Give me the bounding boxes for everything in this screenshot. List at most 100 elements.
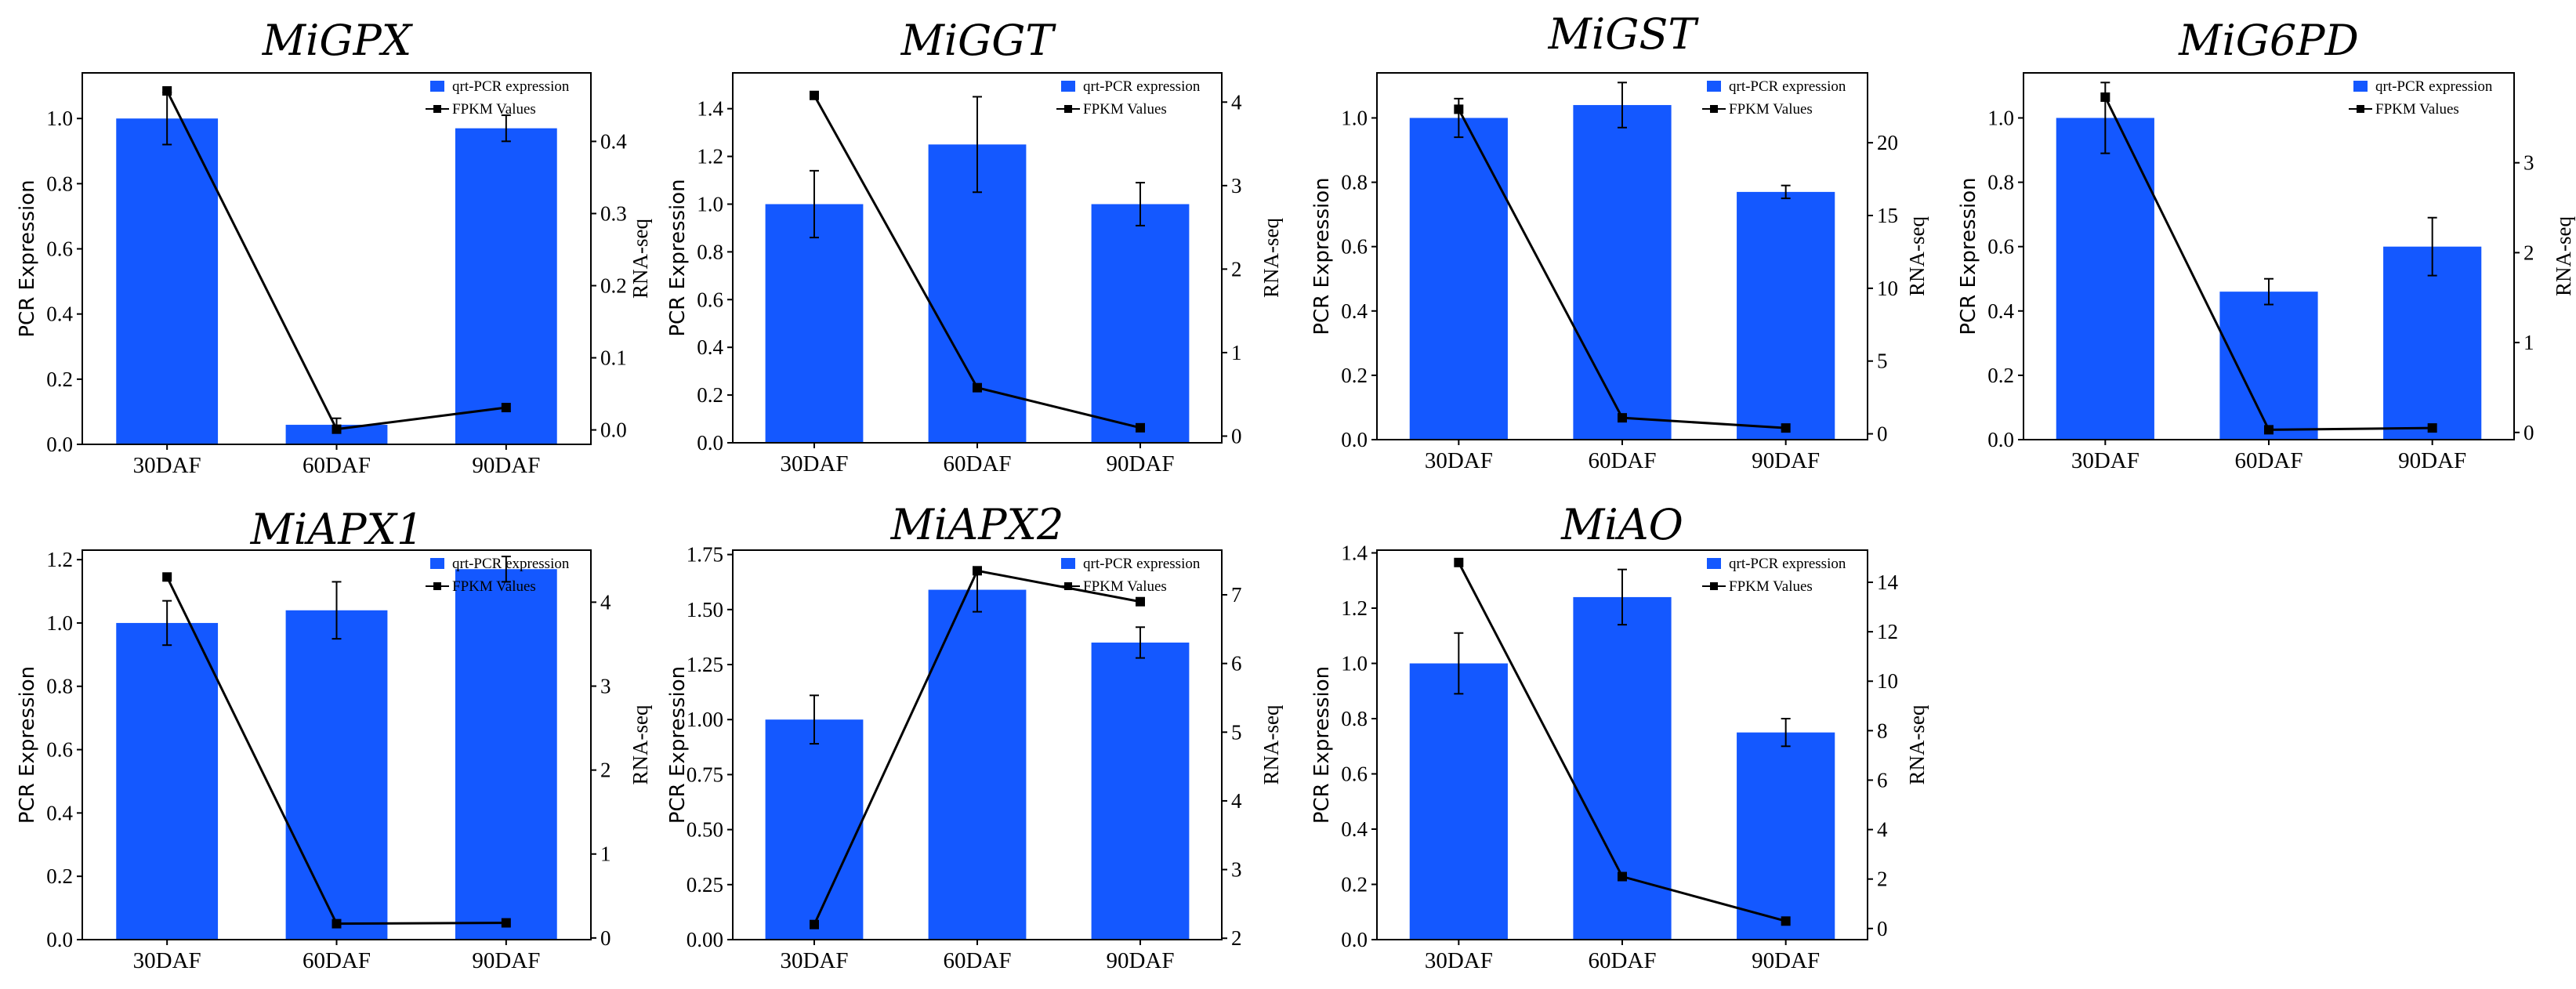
fpkm-marker: [1618, 871, 1627, 882]
x-tick-label: 30DAF: [2071, 448, 2139, 473]
x-tick-label: 30DAF: [133, 948, 201, 973]
y-tick-label: 0.8: [697, 240, 723, 263]
y2-tick-label: 10: [1877, 277, 1898, 300]
bar: [1409, 663, 1508, 940]
y2-tick-label: 0: [1231, 424, 1242, 447]
bar: [455, 569, 557, 940]
chart-title: MiAPX1: [250, 505, 424, 554]
x-tick-label: 90DAF: [1106, 948, 1174, 973]
y-tick-label: 0.2: [46, 368, 73, 391]
legend-swatch-marker: [1064, 582, 1072, 590]
chart-panel: MiGGT 0.0 0.2 0.4 0.6 0.8 1.0 1.2 1.4 0 1 2 3 4 30DAF 6…: [666, 16, 1283, 476]
y2-tick-label: 5: [1231, 720, 1242, 744]
y-tick-label: 0.2: [1341, 873, 1368, 897]
error-bar: [1136, 182, 1145, 226]
legend-swatch-marker: [1710, 105, 1718, 113]
error-bar: [1454, 632, 1464, 695]
chart-panel: MiAPX1 0.0 0.2 0.4 0.6 0.8 1.0 1.2 0 1 2 3 4 30DAF 60D…: [16, 505, 652, 973]
chart-panel: MiAPX2 0.00 0.25 0.50 0.75 1.00 1.25 1.50 1.75 2 3…: [666, 500, 1283, 973]
y-tick-label: 1.4: [1341, 542, 1368, 565]
error-bar: [1618, 82, 1627, 129]
y-tick-label: 1.0: [1987, 106, 2014, 129]
y-tick-label: 0.00: [687, 928, 723, 951]
legend-label: FPKM Values: [1083, 578, 1167, 595]
error-bar: [2427, 216, 2437, 277]
fpkm-marker: [2427, 423, 2437, 433]
bar: [1573, 596, 1672, 940]
y2-tick-label: 0.4: [600, 129, 627, 153]
y-tick-label: 1.25: [687, 653, 723, 676]
y2-tick-label: 6: [1877, 768, 1888, 792]
y2-tick-label: 2: [1231, 257, 1242, 281]
y-axis-label: PCR Expression: [1310, 177, 1334, 335]
chart-title: MiGST: [1548, 9, 1700, 59]
y2-tick-label: 0.3: [600, 201, 627, 225]
y2-tick-label: 20: [1877, 131, 1898, 154]
y-tick-label: 0.6: [1341, 235, 1368, 259]
legend-swatch-bar: [1061, 81, 1075, 92]
error-bar: [1781, 718, 1791, 748]
y2-tick-label: 0: [1877, 917, 1888, 940]
x-tick-label: 60DAF: [2234, 448, 2302, 473]
bar: [1737, 732, 1835, 940]
y2-tick-label: 1: [2523, 331, 2534, 354]
error-bar: [1136, 626, 1145, 659]
y2-tick-label: 0: [600, 926, 611, 950]
bar: [1409, 118, 1508, 440]
y2-axis-label: RNA-seq: [629, 219, 652, 299]
x-tick-label: 60DAF: [1588, 948, 1656, 973]
y-tick-label: 0.25: [687, 873, 723, 897]
y2-tick-label: 3: [1231, 858, 1242, 882]
legend-label: qrt-PCR expression: [1083, 78, 1201, 95]
error-bar: [1618, 568, 1627, 626]
y-tick-label: 1.0: [46, 611, 73, 635]
bar: [285, 610, 388, 940]
y2-tick-label: 3: [1231, 174, 1242, 197]
y-tick-label: 0.6: [46, 738, 73, 762]
legend-label: FPKM Values: [452, 578, 536, 595]
x-tick-label: 90DAF: [1106, 451, 1174, 476]
error-bar: [810, 169, 819, 239]
y-tick-label: 0.0: [46, 433, 73, 456]
legend-swatch-marker: [1064, 105, 1072, 113]
y-tick-label: 0.0: [697, 431, 723, 455]
fpkm-marker: [973, 566, 982, 576]
bar: [2219, 292, 2318, 440]
y-tick-label: 1.0: [697, 192, 723, 216]
x-tick-label: 90DAF: [1752, 948, 1820, 973]
y-tick-label: 0.4: [1341, 817, 1368, 841]
y2-axis-label: RNA-seq: [629, 705, 652, 784]
y2-tick-label: 7: [1231, 583, 1242, 607]
error-bar: [162, 600, 172, 647]
chart-title: MiG6PD: [2178, 16, 2359, 65]
y2-axis-label: RNA-seq: [1259, 705, 1283, 784]
y2-tick-label: 4: [1231, 789, 1242, 813]
y2-tick-label: 3: [2523, 151, 2534, 175]
y2-tick-label: 12: [1877, 620, 1898, 643]
fpkm-marker: [332, 918, 342, 929]
y2-tick-label: 0.1: [600, 346, 627, 370]
y2-axis-label: RNA-seq: [1259, 218, 1283, 298]
chart-title: MiAPX2: [890, 500, 1064, 549]
x-tick-label: 60DAF: [303, 948, 371, 973]
error-bar: [501, 114, 511, 143]
y2-axis-label: RNA-seq: [2552, 216, 2575, 296]
y2-tick-label: 14: [1877, 571, 1899, 594]
bar: [928, 589, 1027, 940]
legend-swatch-bar: [1707, 81, 1721, 92]
fpkm-marker: [1781, 916, 1791, 926]
y-axis-label: PCR Expression: [16, 179, 39, 337]
legend-label: qrt-PCR expression: [1729, 556, 1846, 572]
y2-tick-label: 10: [1877, 669, 1898, 693]
y-tick-label: 0.2: [1341, 364, 1368, 387]
legend-label: qrt-PCR expression: [2375, 78, 2493, 95]
legend-swatch-marker: [2357, 105, 2364, 113]
legend-swatch-bar: [430, 558, 444, 569]
x-tick-label: 60DAF: [303, 453, 371, 478]
bar: [1091, 204, 1190, 443]
fpkm-marker: [2100, 92, 2110, 102]
y2-tick-label: 0: [2523, 421, 2534, 444]
legend-swatch-marker: [1710, 582, 1718, 590]
y-tick-label: 0.4: [46, 801, 73, 824]
chart-title: MiAO: [1560, 500, 1683, 549]
